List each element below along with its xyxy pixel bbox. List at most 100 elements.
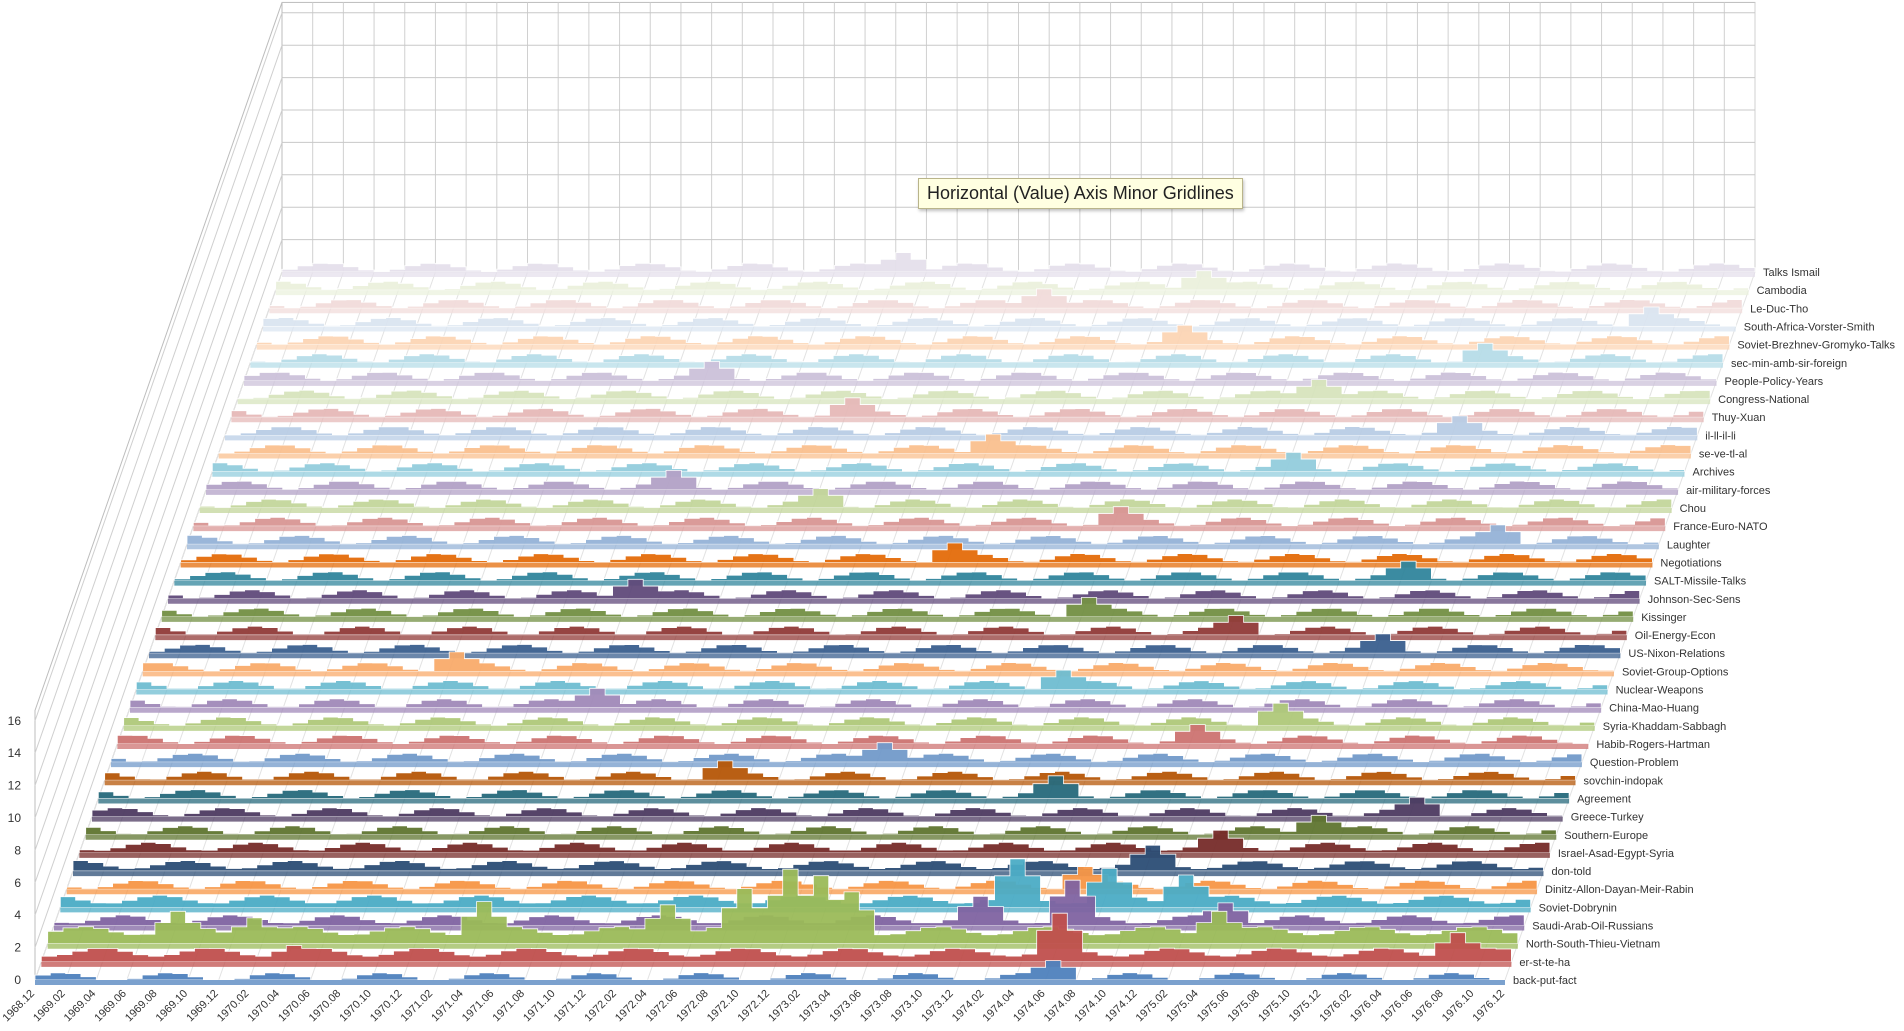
series-ribbon xyxy=(154,615,1628,636)
series-label: North-South-Thieu-Vietnam xyxy=(1526,939,1660,951)
x-tick-label: 1971.08 xyxy=(491,988,528,1025)
series-ribbon xyxy=(97,775,1570,799)
series-label: sec-min-amb-sir-foreign xyxy=(1731,358,1847,370)
series-ribbon-edge xyxy=(231,417,1704,423)
series-label: Kissinger xyxy=(1641,612,1687,624)
series-label: Chou xyxy=(1680,503,1706,515)
series-ribbon-edge xyxy=(269,308,1743,314)
x-tick-label: 1974.12 xyxy=(1103,988,1140,1025)
x-tick-label: 1972.10 xyxy=(705,988,742,1025)
side-wall-gridline xyxy=(34,207,283,916)
series-label: Congress-National xyxy=(1718,394,1809,406)
x-tick-label: 1973.10 xyxy=(889,988,926,1025)
series-label: don-told xyxy=(1551,866,1591,878)
x-tick-label: 1973.06 xyxy=(827,988,864,1025)
series-label: Archives xyxy=(1692,467,1735,479)
x-tick-label: 1974.08 xyxy=(1042,988,1079,1025)
floor-gridline xyxy=(647,271,897,981)
x-tick-label: 1976.10 xyxy=(1440,988,1477,1025)
series-ribbon-edge xyxy=(237,399,1711,405)
series-ribbon-edge xyxy=(79,852,1550,858)
series-ribbon-edge xyxy=(256,344,1730,350)
series-ribbon xyxy=(148,633,1621,654)
series-ribbon xyxy=(123,702,1596,727)
series-ribbon xyxy=(142,651,1615,672)
series-label: Thuy-Xuan xyxy=(1712,412,1766,424)
floor-gridline xyxy=(1228,271,1480,981)
series-ribbon-edge xyxy=(161,616,1634,622)
floor-gridline xyxy=(1014,271,1265,981)
series-label: Agreement xyxy=(1577,793,1631,805)
series-ribbon xyxy=(85,814,1557,836)
x-tick-label: 1969.04 xyxy=(62,988,99,1025)
floor-gridline xyxy=(432,271,682,981)
z-tick-label: 16 xyxy=(8,714,22,728)
series-ribbon-edge xyxy=(250,362,1723,368)
floor-gridline xyxy=(1075,271,1326,981)
x-tick-label: 1973.08 xyxy=(858,988,895,1025)
x-tick-label: 1973.04 xyxy=(797,988,834,1025)
series-ribbon xyxy=(237,379,1711,400)
x-tick-label: 1976.12 xyxy=(1471,988,1508,1025)
floor-gridline xyxy=(708,271,958,981)
series-ribbon-edge xyxy=(180,562,1653,568)
series-label: il-ll-il-li xyxy=(1705,430,1736,442)
series-ribbon-edge xyxy=(187,544,1659,550)
series-label: Negotiations xyxy=(1660,557,1722,569)
series-label: Dinitz-Allon-Dayan-Meir-Rabin xyxy=(1545,884,1694,896)
series-ribbon-edge xyxy=(206,489,1679,495)
series-ribbon-edge xyxy=(282,272,1755,277)
floor-gridline xyxy=(65,271,314,981)
x-tick-label: 1974.06 xyxy=(1011,988,1048,1025)
series-ribbon-edge xyxy=(35,980,1505,985)
floor-gridline xyxy=(371,271,621,981)
series-label: Israel-Asad-Egypt-Syria xyxy=(1558,848,1675,860)
x-tick-label: 1972.04 xyxy=(613,988,650,1025)
floor-gridline xyxy=(1473,271,1725,981)
series-ribbon xyxy=(211,451,1685,473)
series-label: Soviet-Brezhnev-Gromyko-Talks xyxy=(1737,340,1895,352)
series-ribbon xyxy=(249,342,1724,364)
z-tick-label: 2 xyxy=(14,941,21,955)
series-label: Cambodia xyxy=(1757,285,1808,297)
series-ribbon-edge xyxy=(244,380,1717,386)
z-tick-label: 10 xyxy=(8,811,22,825)
series-ribbon-edge xyxy=(41,961,1512,967)
series-ribbon-edge xyxy=(168,598,1640,604)
side-wall-gridline xyxy=(34,77,283,786)
series-ribbon-edge xyxy=(85,834,1557,840)
side-wall-gridline xyxy=(34,239,283,948)
z-tick-label: 0 xyxy=(14,973,21,987)
x-tick-label: 1972.02 xyxy=(582,988,619,1025)
side-wall-gridline xyxy=(34,45,283,754)
x-tick-label: 1971.12 xyxy=(552,988,589,1025)
floor-gridline xyxy=(1382,271,1633,981)
floor-gridline xyxy=(1259,271,1510,981)
side-wall-gridline xyxy=(34,174,283,883)
series-ribbon-edge xyxy=(225,435,1698,441)
series-label: Oil-Energy-Econ xyxy=(1635,630,1716,642)
floor-gridline xyxy=(218,271,467,981)
x-tick-label: 1968.12 xyxy=(1,988,38,1025)
series-ribbon-edge xyxy=(193,526,1666,532)
series-label: Le-Duc-Tho xyxy=(1750,303,1808,315)
series-label: China-Mao-Huang xyxy=(1609,703,1699,715)
series-ribbon xyxy=(186,524,1660,545)
series-ribbon-edge xyxy=(66,889,1538,895)
series-ribbon xyxy=(66,866,1538,890)
series-ribbon-edge xyxy=(47,943,1518,949)
floor-gridline xyxy=(187,271,436,981)
series-label: Nuclear-Weapons xyxy=(1616,685,1704,697)
series-ribbon-edge xyxy=(149,653,1621,659)
series-ribbon-edge xyxy=(199,508,1672,513)
x-tick-label: 1971.04 xyxy=(429,988,466,1025)
series-label: Soviet-Group-Options xyxy=(1622,666,1729,678)
x-tick-label: 1971.02 xyxy=(399,988,436,1025)
x-tick-label: 1970.10 xyxy=(337,988,374,1025)
series-ribbon xyxy=(275,270,1749,291)
series-ribbon xyxy=(72,844,1544,872)
x-tick-label: 1972.06 xyxy=(644,988,681,1025)
series-ribbon-edge xyxy=(275,290,1749,296)
series-label: Southern-Europe xyxy=(1564,830,1648,842)
floor-gridline xyxy=(402,271,651,981)
